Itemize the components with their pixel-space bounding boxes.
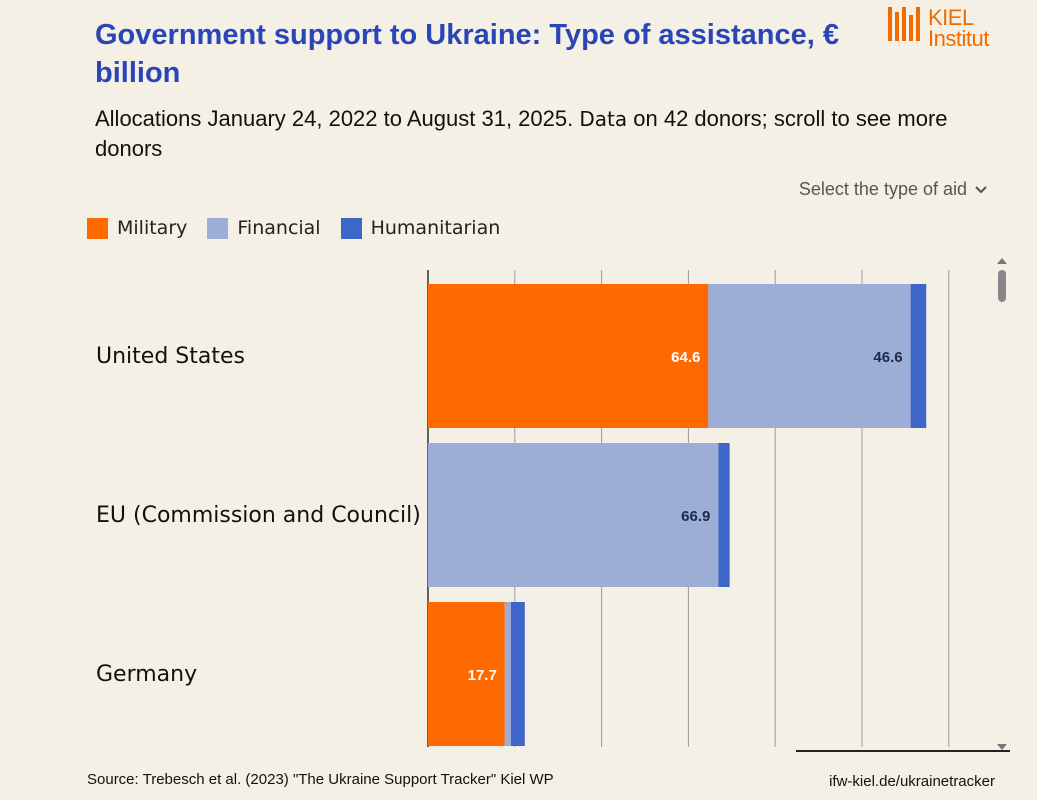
bar-humanitarian[interactable] — [718, 443, 730, 587]
bar-humanitarian[interactable] — [510, 602, 525, 746]
subtitle-data-link[interactable]: Data — [579, 107, 628, 131]
bar-humanitarian[interactable] — [910, 284, 927, 428]
legend-item-humanitarian[interactable]: Humanitarian — [340, 217, 501, 239]
legend-item-financial[interactable]: Financial — [207, 217, 321, 239]
category-label: United States — [96, 344, 245, 369]
chart-subtitle: Allocations January 24, 2022 to August 3… — [95, 104, 1005, 163]
bar-military[interactable] — [428, 284, 709, 428]
kiel-institut-logo[interactable]: KIEL Institut — [888, 7, 1016, 51]
category-label: EU (Commission and Council) — [96, 503, 421, 528]
data-label: 64.6 — [671, 349, 700, 366]
source-note: Source: Trebesch et al. (2023) "The Ukra… — [87, 771, 554, 788]
data-label: 46.6 — [873, 349, 902, 366]
legend-label-financial: Financial — [237, 217, 321, 239]
chevron-down-icon — [975, 185, 987, 193]
legend-swatch-financial — [207, 217, 229, 239]
chart-title: Government support to Ukraine: Type of a… — [95, 19, 839, 89]
kiel-logo-bars-icon — [888, 7, 920, 41]
scroll-up-arrow-icon[interactable] — [997, 258, 1007, 264]
bar-chart: United States 64.6 46.6 EU (Commission and … — [96, 270, 1010, 752]
scroll-thumb[interactable] — [998, 270, 1006, 302]
legend-swatch-humanitarian — [340, 217, 362, 239]
chart-legend: Military Financial Humanitarian — [87, 217, 500, 239]
category-label: Germany — [96, 662, 197, 687]
legend-item-military[interactable]: Military — [87, 217, 187, 239]
legend-label-humanitarian: Humanitarian — [370, 217, 501, 239]
chart-scrollbar[interactable] — [996, 258, 1008, 750]
legend-swatch-military — [87, 217, 108, 239]
data-label: 66.9 — [681, 508, 710, 525]
logo-line2: Institut — [928, 26, 989, 51]
aid-type-dropdown[interactable]: Select the type of aid — [799, 179, 987, 200]
bar-financial[interactable] — [428, 443, 719, 587]
logo-wordmark: KIEL Institut — [928, 5, 989, 51]
subtitle-main: Allocations January 24, 2022 to August 3… — [95, 106, 574, 131]
legend-label-military: Military — [117, 217, 188, 239]
bar-financial[interactable] — [708, 284, 911, 428]
bar-financial[interactable] — [504, 602, 511, 746]
tracker-link[interactable]: ifw-kiel.de/ukrainetracker — [829, 773, 995, 790]
data-label: 17.7 — [468, 667, 497, 684]
subtitle-rest: on 42 donors; scroll to see more donors — [95, 106, 948, 161]
scroll-down-arrow-icon[interactable] — [997, 744, 1007, 750]
logo-line1: KIEL — [928, 5, 974, 30]
bar-military[interactable] — [428, 602, 505, 746]
aid-type-dropdown-label: Select the type of aid — [798, 179, 967, 199]
